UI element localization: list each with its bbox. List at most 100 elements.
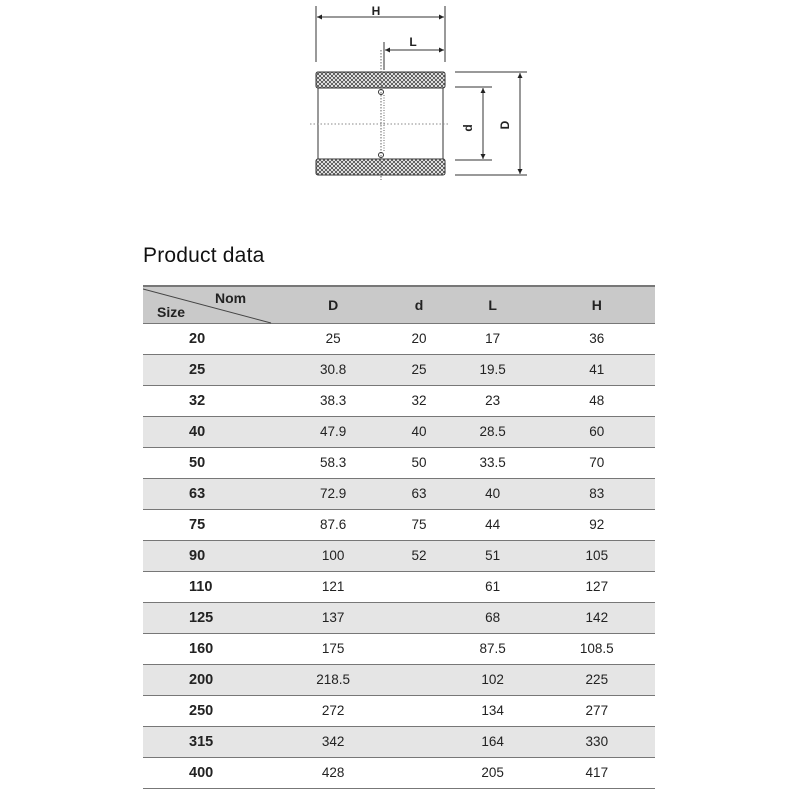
col-header-d: d xyxy=(414,296,424,313)
cell-size: 40 xyxy=(189,423,206,440)
cell-D: 218.5 xyxy=(316,672,351,687)
cell-d: 32 xyxy=(411,393,427,408)
cell-d: 20 xyxy=(411,331,427,346)
cell-D: 428 xyxy=(321,765,345,780)
coupling-diagram: H L d D xyxy=(310,4,527,180)
cell-L: 23 xyxy=(485,393,501,408)
cell-D: 25 xyxy=(325,331,341,346)
cell-d: 25 xyxy=(411,362,427,377)
cell-D: 342 xyxy=(321,734,345,749)
label-d: d xyxy=(461,124,475,131)
cell-size: 250 xyxy=(189,702,214,719)
label-D: D xyxy=(498,120,512,129)
cell-L: 33.5 xyxy=(479,455,506,470)
table-row: 63 72.9 63 40 83 xyxy=(143,478,655,509)
cell-L: 87.5 xyxy=(479,641,506,656)
cell-L: 17 xyxy=(485,331,501,346)
label-H: H xyxy=(372,4,381,18)
cell-d xyxy=(391,664,446,695)
cell-size: 25 xyxy=(189,361,206,378)
cell-d: 52 xyxy=(411,548,427,563)
cell-D: 87.6 xyxy=(320,517,347,532)
col-header-L: L xyxy=(488,296,497,313)
cell-H: 277 xyxy=(585,703,609,718)
corner-header: Nom Size xyxy=(143,286,275,324)
table-row: 50 58.3 50 33.5 70 xyxy=(143,447,655,478)
cell-D: 58.3 xyxy=(320,455,347,470)
cell-D: 47.9 xyxy=(320,424,347,439)
cell-D: 38.3 xyxy=(320,393,347,408)
cell-L: 28.5 xyxy=(479,424,506,439)
cell-D: 121 xyxy=(321,579,345,594)
cell-d xyxy=(391,602,446,633)
cell-D: 72.9 xyxy=(320,486,347,501)
table-row: 25 30.8 25 19.5 41 xyxy=(143,354,655,385)
cell-L: 102 xyxy=(481,672,504,687)
table-row: 315 342 164 330 xyxy=(143,726,655,757)
section-title: Product data xyxy=(143,244,265,267)
col-header-D: D xyxy=(328,296,339,313)
cell-D: 272 xyxy=(321,703,345,718)
cell-size: 400 xyxy=(189,764,214,781)
cell-H: 330 xyxy=(585,734,609,749)
cell-d xyxy=(391,695,446,726)
table-row: 75 87.6 75 44 92 xyxy=(143,509,655,540)
cell-size: 315 xyxy=(189,733,214,750)
table-row: 125 137 68 142 xyxy=(143,602,655,633)
cell-H: 48 xyxy=(589,393,605,408)
cell-H: 105 xyxy=(585,548,609,563)
cell-size: 20 xyxy=(189,330,206,347)
cell-d xyxy=(391,571,446,602)
cell-d: 50 xyxy=(411,455,427,470)
corner-size: Size xyxy=(157,304,186,320)
corner-nom: Nom xyxy=(215,290,247,306)
cell-H: 60 xyxy=(589,424,605,439)
col-header-H: H xyxy=(591,296,602,313)
cell-D: 30.8 xyxy=(320,362,347,377)
cell-H: 108.5 xyxy=(579,641,614,656)
table-row: 20 25 20 17 36 xyxy=(143,323,655,354)
cell-L: 61 xyxy=(485,579,501,594)
cell-d: 40 xyxy=(411,424,427,439)
cell-H: 417 xyxy=(585,765,609,780)
cell-H: 41 xyxy=(589,362,605,377)
cell-L: 134 xyxy=(481,703,504,718)
cell-D: 137 xyxy=(321,610,345,625)
table-row: 200 218.5 102 225 xyxy=(143,664,655,695)
cell-H: 36 xyxy=(589,331,605,346)
table-row: 32 38.3 32 23 48 xyxy=(143,385,655,416)
cell-size: 75 xyxy=(189,516,206,533)
header-row: Nom Size D d L H xyxy=(143,286,655,324)
cell-H: 127 xyxy=(585,579,609,594)
table-row: 40 47.9 40 28.5 60 xyxy=(143,416,655,447)
cell-D: 100 xyxy=(321,548,345,563)
product-data-table: Nom Size D d L H 20 25 20 17 36 25 30.8 25 19.5 4… xyxy=(143,285,655,789)
cell-H: 142 xyxy=(585,610,609,625)
cell-size: 125 xyxy=(189,609,214,626)
cell-size: 90 xyxy=(189,547,206,564)
cell-size: 110 xyxy=(189,578,213,595)
cell-d: 75 xyxy=(411,517,427,532)
cell-H: 70 xyxy=(589,455,605,470)
cell-size: 63 xyxy=(189,485,206,502)
cell-d xyxy=(391,757,446,788)
label-L: L xyxy=(409,35,416,49)
cell-d xyxy=(391,633,446,664)
cell-size: 200 xyxy=(189,671,214,688)
cell-d: 63 xyxy=(411,486,427,501)
cell-L: 40 xyxy=(485,486,501,501)
cell-H: 92 xyxy=(589,517,605,532)
cell-d xyxy=(391,726,446,757)
cell-L: 205 xyxy=(481,765,504,780)
table-row: 160 175 87.5 108.5 xyxy=(143,633,655,664)
cell-L: 19.5 xyxy=(479,362,506,377)
cell-H: 83 xyxy=(589,486,605,501)
table-row: 250 272 134 277 xyxy=(143,695,655,726)
cell-size: 160 xyxy=(189,640,214,657)
table-row: 400 428 205 417 xyxy=(143,757,655,788)
cell-H: 225 xyxy=(585,672,609,687)
cell-size: 32 xyxy=(189,392,206,409)
table-row: 110 121 61 127 xyxy=(143,571,655,602)
cell-L: 44 xyxy=(485,517,501,532)
cell-L: 51 xyxy=(485,548,501,563)
